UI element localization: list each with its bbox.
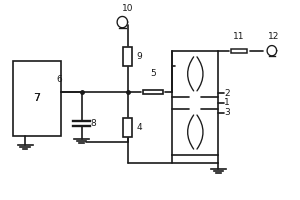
Bar <box>123 47 132 66</box>
Bar <box>231 49 247 53</box>
Bar <box>13 61 61 136</box>
Text: 1: 1 <box>224 98 230 107</box>
Text: 2: 2 <box>224 89 230 98</box>
Text: 7: 7 <box>34 93 40 103</box>
Text: 10: 10 <box>122 4 134 13</box>
Bar <box>143 90 163 94</box>
Text: 6: 6 <box>56 75 62 84</box>
Text: 11: 11 <box>233 32 245 41</box>
Text: 7: 7 <box>34 93 40 103</box>
Text: 12: 12 <box>268 32 279 41</box>
Bar <box>123 118 132 137</box>
Text: 9: 9 <box>136 52 142 61</box>
Text: 4: 4 <box>136 123 142 132</box>
Text: 5: 5 <box>150 69 156 78</box>
Text: 8: 8 <box>91 119 96 128</box>
Text: 3: 3 <box>224 108 230 117</box>
